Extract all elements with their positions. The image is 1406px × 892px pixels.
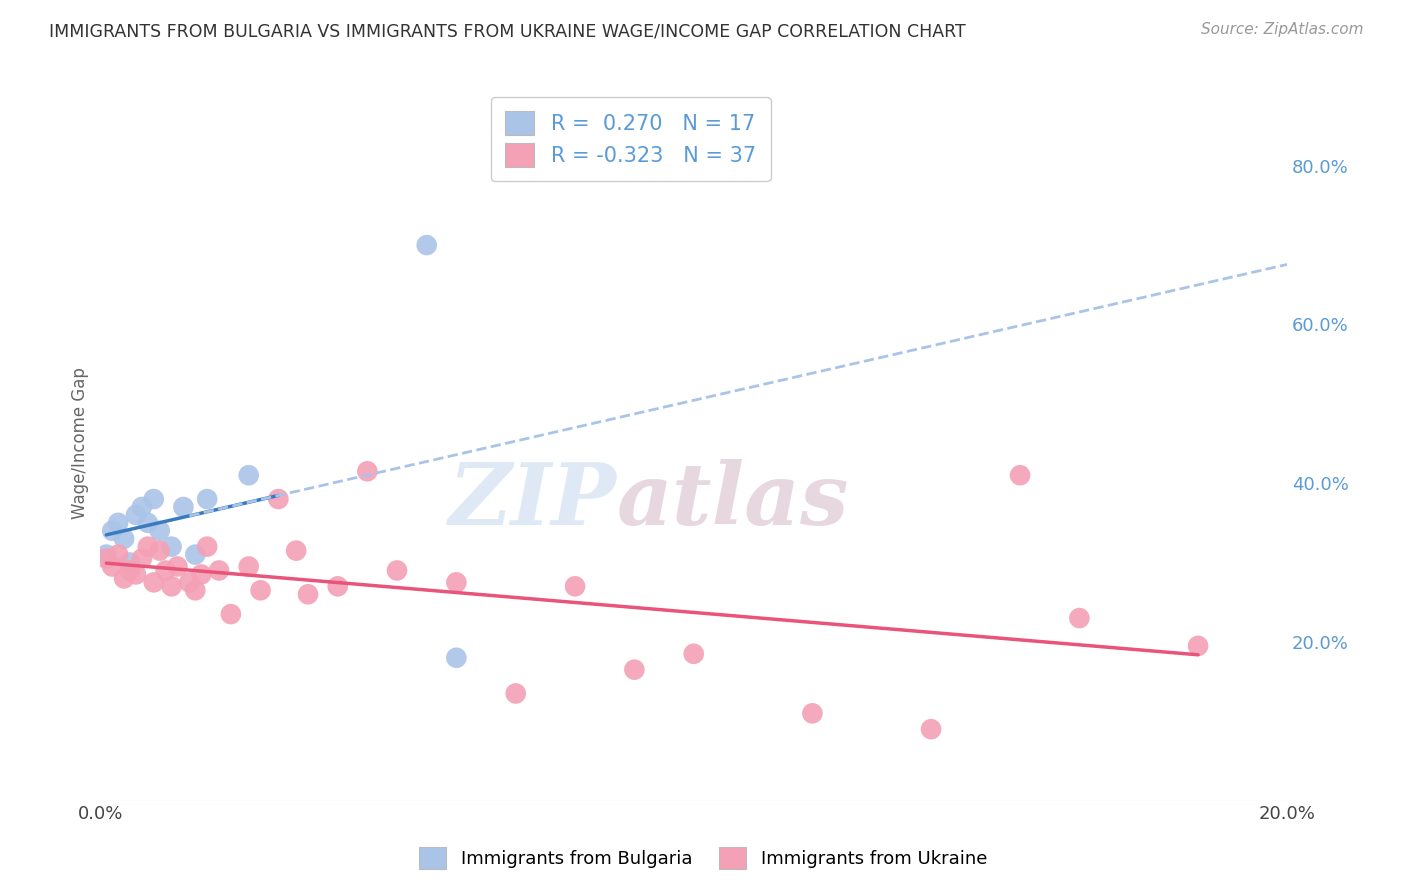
Point [415, 238, 437, 252]
Point [118, 556, 141, 570]
Text: IMMIGRANTS FROM BULGARIA VS IMMIGRANTS FROM UKRAINE WAGE/INCOME GAP CORRELATION : IMMIGRANTS FROM BULGARIA VS IMMIGRANTS F… [49, 22, 966, 40]
Point [136, 516, 159, 530]
Point [190, 567, 212, 582]
Point [184, 548, 207, 562]
Point [160, 579, 183, 593]
Point [1187, 639, 1209, 653]
Point [107, 516, 129, 530]
Point [385, 564, 408, 578]
Legend: Immigrants from Bulgaria, Immigrants from Ukraine: Immigrants from Bulgaria, Immigrants fro… [411, 838, 995, 879]
Point [564, 579, 586, 593]
Point [112, 571, 135, 585]
Point [326, 579, 349, 593]
Point [101, 524, 124, 538]
Point [125, 508, 148, 522]
Point [682, 647, 704, 661]
Point [131, 551, 153, 566]
Point [249, 583, 271, 598]
Point [149, 524, 172, 538]
Point [285, 543, 308, 558]
Point [101, 559, 124, 574]
Point [920, 722, 942, 736]
Point [195, 540, 218, 554]
Point [118, 564, 141, 578]
Point [1010, 468, 1032, 483]
Point [125, 567, 148, 582]
Point [172, 500, 194, 514]
Point [136, 540, 159, 554]
Point [112, 532, 135, 546]
Point [238, 559, 260, 574]
Text: Source: ZipAtlas.com: Source: ZipAtlas.com [1201, 22, 1364, 37]
Point [208, 564, 231, 578]
Point [195, 491, 218, 506]
Point [107, 548, 129, 562]
Point [446, 650, 468, 665]
Y-axis label: Wage/Income Gap: Wage/Income Gap [72, 368, 89, 519]
Point [446, 575, 468, 590]
Point [142, 575, 165, 590]
Point [142, 491, 165, 506]
Text: ZIP: ZIP [449, 458, 617, 542]
Point [131, 500, 153, 514]
Point [1069, 611, 1091, 625]
Point [184, 583, 207, 598]
Point [623, 663, 645, 677]
Point [505, 686, 527, 700]
Point [297, 587, 319, 601]
Text: atlas: atlas [617, 458, 849, 542]
Point [219, 607, 242, 621]
Legend: R =  0.270   N = 17, R = -0.323   N = 37: R = 0.270 N = 17, R = -0.323 N = 37 [491, 96, 770, 181]
Point [801, 706, 824, 721]
Point [166, 559, 188, 574]
Point [96, 548, 118, 562]
Point [96, 551, 118, 566]
Point [179, 575, 201, 590]
Point [238, 468, 260, 483]
Point [356, 464, 378, 478]
Point [160, 540, 183, 554]
Point [149, 543, 172, 558]
Point [267, 491, 290, 506]
Point [155, 564, 177, 578]
